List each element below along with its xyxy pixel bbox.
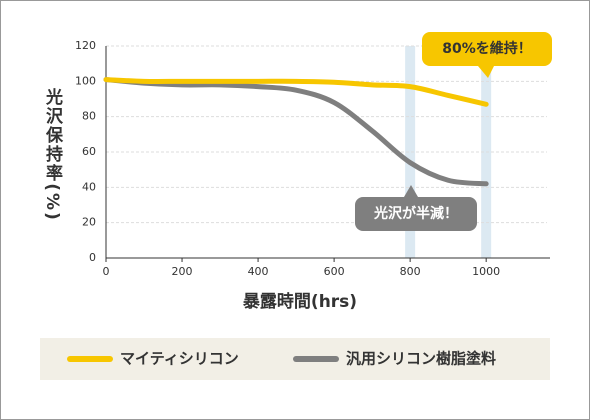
x-tick-label: 600 xyxy=(324,265,345,278)
y-tick-label: 60 xyxy=(82,145,96,158)
x-tick-label: 1000 xyxy=(472,265,500,278)
y-tick-label: 100 xyxy=(75,74,96,87)
x-tick-label: 400 xyxy=(248,265,269,278)
y-tick-label: 0 xyxy=(89,251,96,264)
y-tick-label: 40 xyxy=(82,180,96,193)
x-tick-label: 0 xyxy=(103,265,110,278)
callout-pointer xyxy=(478,66,494,78)
callout-gray xyxy=(355,197,477,231)
series-line xyxy=(103,77,489,107)
y-tick-label: 80 xyxy=(82,110,96,123)
y-tick-label: 120 xyxy=(75,39,96,52)
y-tick-label: 20 xyxy=(82,216,96,229)
y-axis-label: 光沢保持率(%) xyxy=(42,87,64,222)
x-tick-label: 800 xyxy=(400,265,421,278)
callout-pointer xyxy=(404,185,418,197)
callout-yellow xyxy=(422,32,552,66)
annotation: 80%を維持！ xyxy=(442,40,532,57)
annotation: 光沢が半減！ xyxy=(373,205,458,222)
legend-label: マイティシリコン xyxy=(120,350,239,368)
x-tick-label: 200 xyxy=(172,265,193,278)
legend-label: 汎用シリコン樹脂塗料 xyxy=(346,350,496,368)
series-line xyxy=(103,77,489,187)
highlight-band xyxy=(405,46,416,258)
x-axis-label: 暴露時間(hrs) xyxy=(242,291,357,312)
